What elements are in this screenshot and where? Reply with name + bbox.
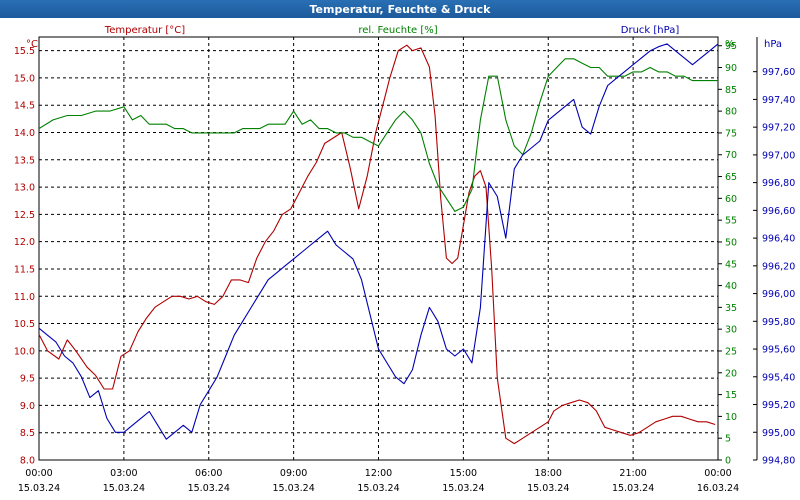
temperature-tick-label: 10.5 (14, 319, 35, 330)
pressure-tick-label: 995,60 (762, 345, 795, 356)
x-tick-label: 00:00 (704, 468, 731, 479)
pressure-tick-label: 995,00 (762, 428, 795, 439)
humidity-tick-label: 80 (725, 107, 737, 118)
humidity-tick-label: 20 (725, 368, 737, 379)
pressure-tick-label: 994,80 (762, 456, 795, 467)
humidity-tick-label: 50 (725, 237, 737, 248)
temperature-unit-label: °C (26, 39, 38, 50)
x-tick-label: 00:00 (25, 468, 52, 479)
temperature-series-line (38, 44, 716, 445)
axes: 00:00 15.03.24 03:00 15.03.24 06:00 15.03.24 0… (14, 37, 795, 494)
pressure-tick-label: 997,00 (762, 150, 795, 161)
pressure-tick-label: 995,80 (762, 317, 795, 328)
grid (38, 36, 719, 461)
window-title: Temperatur, Feuchte & Druck (0, 0, 800, 18)
x-date-label: 15.03.24 (103, 483, 145, 494)
x-date-label: 15.03.24 (442, 483, 484, 494)
x-tick-label: 12:00 (365, 468, 392, 479)
humidity-tick-label: 85 (725, 85, 737, 96)
humidity-tick-label: 65 (725, 172, 737, 183)
humidity-tick-label: 60 (725, 194, 737, 205)
x-date-label: 15.03.24 (527, 483, 569, 494)
temperature-tick-label: 9.0 (20, 401, 35, 412)
x-date-label: 15.03.24 (357, 483, 399, 494)
humidity-tick-label: 95 (725, 41, 737, 52)
humidity-tick-label: 45 (725, 259, 737, 270)
pressure-tick-label: 995,40 (762, 372, 795, 383)
temperature-tick-label: 15.5 (14, 46, 35, 57)
humidity-axis-title: rel. Feuchte [%] (358, 25, 437, 36)
humidity-tick-label: 35 (725, 303, 737, 314)
temperature-tick-label: 12.5 (14, 210, 35, 221)
x-date-label: 15.03.24 (272, 483, 314, 494)
humidity-tick-label: 70 (725, 150, 737, 161)
x-tick-label: 06:00 (195, 468, 222, 479)
pressure-tick-label: 996,60 (762, 206, 795, 217)
pressure-tick-label: 995,20 (762, 400, 795, 411)
humidity-tick-label: 5 (725, 434, 731, 445)
temperature-tick-label: 12.0 (14, 237, 35, 248)
humidity-series-line (38, 58, 718, 212)
temperature-tick-label: 10.0 (14, 346, 35, 357)
series-layer (38, 43, 719, 445)
temperature-axis-title: Temperatur [°C] (104, 25, 185, 36)
x-date-label: 15.03.24 (188, 483, 230, 494)
temperature-tick-label: 8.0 (20, 456, 35, 467)
humidity-tick-label: 90 (725, 63, 737, 74)
x-date-label: 16.03.24 (697, 483, 739, 494)
x-tick-label: 09:00 (280, 468, 307, 479)
pressure-tick-label: 996,80 (762, 178, 795, 189)
temperature-tick-label: 13.0 (14, 183, 35, 194)
humidity-tick-label: 0 (725, 456, 731, 467)
humidity-tick-label: 15 (725, 390, 737, 401)
x-tick-label: 03:00 (110, 468, 137, 479)
pressure-tick-label: 996,00 (762, 289, 795, 300)
temperature-tick-label: 15.0 (14, 73, 35, 84)
pressure-tick-label: 996,20 (762, 261, 795, 272)
x-tick-label: 15:00 (450, 468, 477, 479)
temperature-tick-label: 13.5 (14, 155, 35, 166)
x-date-label: 15.03.24 (612, 483, 654, 494)
pressure-series-line (38, 43, 719, 440)
humidity-tick-label: 25 (725, 346, 737, 357)
humidity-tick-label: 75 (725, 128, 737, 139)
humidity-tick-label: 40 (725, 281, 737, 292)
temperature-tick-label: 8.5 (20, 428, 35, 439)
x-tick-label: 18:00 (535, 468, 562, 479)
pressure-tick-label: 997,20 (762, 123, 795, 134)
temperature-tick-label: 14.0 (14, 128, 35, 139)
temperature-tick-label: 11.0 (14, 292, 35, 303)
humidity-tick-label: 55 (725, 216, 737, 227)
x-tick-label: 21:00 (619, 468, 646, 479)
humidity-unit-label: % (725, 39, 735, 50)
labels: °C Temperatur [°C] % rel. Feuchte [%] hP… (26, 25, 782, 50)
pressure-unit-label: hPa (764, 39, 782, 50)
pressure-tick-label: 997,40 (762, 95, 795, 106)
temperature-tick-label: 9.5 (20, 374, 35, 385)
temperature-tick-label: 14.5 (14, 101, 35, 112)
temperature-tick-label: 11.5 (14, 264, 35, 275)
pressure-axis-title: Druck [hPa] (621, 25, 680, 36)
pressure-tick-label: 996,40 (762, 234, 795, 245)
x-date-label: 15.03.24 (18, 483, 60, 494)
pressure-tick-label: 997,60 (762, 67, 795, 78)
humidity-tick-label: 30 (725, 325, 737, 336)
humidity-tick-label: 10 (725, 412, 737, 423)
